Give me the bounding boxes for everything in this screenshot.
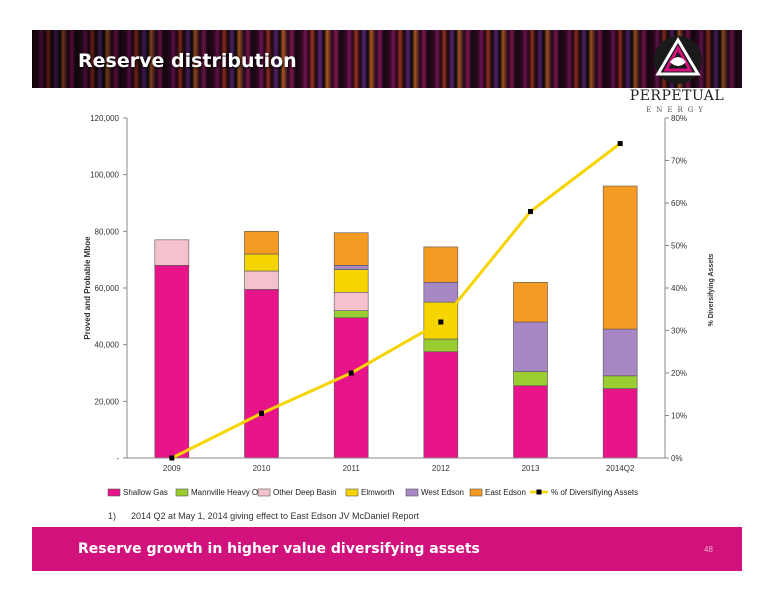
bars-group [154, 185, 638, 459]
line-point [528, 209, 533, 214]
line-point [259, 410, 264, 416]
y-tick-label: 80,000 [95, 227, 120, 236]
legend-group: Shallow Gas Mannville Heavy Oil Other Deep… [107, 488, 638, 497]
bar-segment [423, 282, 459, 303]
bar-segment [423, 246, 459, 283]
bar-segment [244, 289, 279, 459]
bar-segment [602, 388, 638, 459]
legend-swatch [175, 488, 189, 497]
bar-segment [333, 232, 369, 266]
line-point [348, 370, 354, 376]
y2-tick-label: 0% [671, 454, 683, 463]
line-point [169, 455, 175, 461]
footnote: 1) 2014 Q2 at May 1, 2014 giving effect … [108, 511, 419, 521]
bar-segment [513, 371, 548, 387]
company-logo: PERPETUAL ENERGY [622, 30, 742, 118]
logo-name: PERPETUAL [629, 88, 725, 104]
bar-segment [513, 321, 548, 372]
header-banner [32, 30, 742, 88]
x-tick-label: 2010 [253, 464, 271, 473]
bar-segment [513, 282, 548, 323]
y-tick-label: 60,000 [95, 284, 120, 293]
legend-swatch [345, 488, 359, 497]
logo-tagline: ENERGY [646, 106, 708, 114]
x-tick-label: 2013 [522, 464, 540, 473]
bar-segment [602, 328, 638, 377]
bar-segment [244, 231, 279, 255]
triangle-swirl-logo-icon [654, 36, 702, 84]
x-tick-label: 2014Q2 [606, 464, 635, 473]
legend-label: East Edson [485, 488, 526, 497]
legend-line-marker [536, 489, 542, 495]
y2-tick-label: 70% [671, 157, 687, 166]
y2-axis-title: % Diversifying Assets [708, 253, 715, 326]
bar-segment [154, 239, 190, 266]
bar-segment [333, 265, 369, 270]
slide-title: Reserve distribution [78, 50, 297, 72]
x-tick-label: 2011 [343, 464, 361, 473]
y-axis-title: Proved and Probable Mboe [83, 236, 92, 340]
bottom-banner-text: Reserve growth in higher value diversify… [78, 541, 480, 557]
bar-segment [333, 291, 369, 311]
y2-tick-label: 80% [671, 114, 687, 123]
legend-swatch [257, 488, 271, 497]
y-tick-label: 100,000 [90, 171, 119, 180]
bar-segment [602, 375, 638, 389]
diversifying-line [171, 142, 622, 460]
axes-group: - 20,000 40,000 60,000 80,000 100,000 120,000 0… [83, 114, 715, 473]
legend-label: Mannville Heavy Oil [191, 488, 262, 497]
y2-tick-label: 30% [671, 327, 687, 336]
legend-label: Shallow Gas [123, 488, 168, 497]
footnote-text: 2014 Q2 at May 1, 2014 giving effect to … [131, 511, 420, 521]
bar-segment [244, 270, 279, 290]
bar-segment [333, 310, 369, 319]
bar-segment [244, 253, 279, 272]
line-series-group [169, 141, 623, 461]
bar-segment [423, 351, 459, 459]
line-point [438, 319, 444, 325]
legend-label: % of Diversifiying Assets [551, 488, 638, 497]
legend-label: West Edson [421, 488, 464, 497]
bar-segment [423, 338, 459, 353]
y-tick-label: 20,000 [95, 397, 120, 406]
bar-segment [333, 317, 369, 459]
legend-swatch [469, 488, 483, 497]
footnote-marker: 1) [108, 511, 117, 521]
bar-segment [333, 269, 369, 293]
legend-label: Elmworth [361, 488, 394, 497]
line-point [617, 141, 623, 146]
x-tick-label: 2012 [432, 464, 450, 473]
page-number: 48 [704, 545, 713, 554]
y2-tick-label: 20% [671, 369, 687, 378]
y2-tick-label: 50% [671, 242, 687, 251]
y2-tick-label: 10% [671, 412, 687, 421]
y2-tick-label: 40% [671, 284, 687, 293]
y-tick-label: - [116, 454, 119, 463]
y2-tick-label: 60% [671, 199, 687, 208]
legend-label: Other Deep Basin [273, 488, 337, 497]
bar-segment [602, 185, 638, 330]
y-tick-label: 40,000 [95, 341, 120, 350]
legend-swatch [107, 488, 121, 497]
bar-segment [513, 385, 548, 459]
bottom-banner [32, 527, 742, 571]
legend-swatch [405, 488, 419, 497]
x-tick-label: 2009 [163, 464, 181, 473]
y-tick-label: 120,000 [90, 114, 119, 123]
bar-segment [154, 265, 190, 459]
